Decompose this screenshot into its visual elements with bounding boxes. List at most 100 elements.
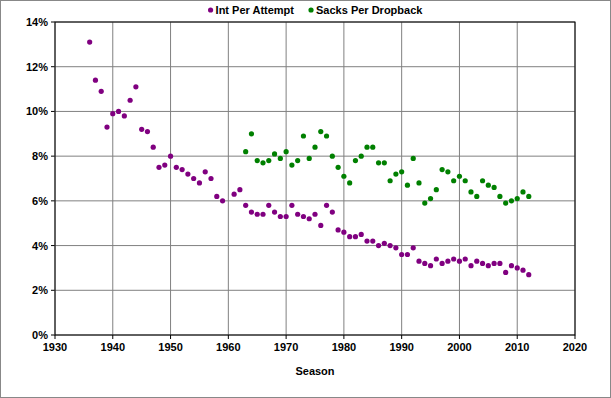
point xyxy=(445,169,450,174)
legend-marker xyxy=(208,7,213,12)
x-tick xyxy=(343,335,344,339)
point xyxy=(422,261,427,266)
x-tick-label: 2000 xyxy=(447,341,471,353)
y-grid-line xyxy=(55,245,575,246)
point xyxy=(451,178,456,183)
point xyxy=(434,256,439,261)
x-tick xyxy=(575,335,576,339)
y-grid-line xyxy=(55,111,575,112)
point xyxy=(364,145,369,150)
y-grid-line xyxy=(55,156,575,157)
point xyxy=(445,259,450,264)
point xyxy=(422,200,427,205)
point xyxy=(463,256,468,261)
y-grid-line xyxy=(55,66,575,67)
x-grid-line xyxy=(112,22,113,335)
point xyxy=(324,203,329,208)
x-tick xyxy=(286,335,287,339)
point xyxy=(399,252,404,257)
x-tick-label: 1930 xyxy=(43,341,67,353)
y-tick xyxy=(51,290,55,291)
x-grid-line xyxy=(170,22,171,335)
y-grid-line xyxy=(55,200,575,201)
point xyxy=(376,243,381,248)
point xyxy=(416,180,421,185)
y-tick-label: 2% xyxy=(32,284,48,296)
point xyxy=(492,261,497,266)
legend-label: Sacks Per Dropback xyxy=(316,4,423,16)
point xyxy=(497,261,502,266)
point xyxy=(249,209,254,214)
point xyxy=(393,245,398,250)
x-tick xyxy=(170,335,171,339)
point xyxy=(87,40,92,45)
y-tick xyxy=(51,111,55,112)
point xyxy=(93,78,98,83)
point xyxy=(243,149,248,154)
x-tick xyxy=(459,335,460,339)
chart-frame xyxy=(1,1,611,398)
point xyxy=(295,158,300,163)
point xyxy=(284,149,289,154)
grid xyxy=(51,22,575,339)
point xyxy=(411,156,416,161)
point xyxy=(301,214,306,219)
marks xyxy=(87,40,531,278)
point xyxy=(411,245,416,250)
point xyxy=(197,180,202,185)
point xyxy=(174,165,179,170)
y-tick-label: 12% xyxy=(26,61,48,73)
point xyxy=(243,203,248,208)
x-tick-label: 2020 xyxy=(563,341,587,353)
point xyxy=(503,200,508,205)
point xyxy=(457,174,462,179)
point xyxy=(139,127,144,132)
point xyxy=(301,133,306,138)
point xyxy=(249,131,254,136)
legend: Int Per AttemptSacks Per Dropback xyxy=(208,4,423,16)
point xyxy=(255,212,260,217)
point xyxy=(520,189,525,194)
point xyxy=(324,133,329,138)
point xyxy=(359,232,364,237)
point xyxy=(405,183,410,188)
x-axis-label: Season xyxy=(295,365,334,377)
chart: 0%2%4%6%8%10%12%14%193019401950196019701… xyxy=(0,0,611,398)
x-grid-line xyxy=(517,22,518,335)
point xyxy=(428,263,433,268)
point xyxy=(312,145,317,150)
x-grid-line xyxy=(228,22,229,335)
point xyxy=(330,154,335,159)
point xyxy=(266,203,271,208)
y-tick-label: 8% xyxy=(32,150,48,162)
point xyxy=(128,98,133,103)
point xyxy=(289,203,294,208)
point xyxy=(307,156,312,161)
y-tick-label: 14% xyxy=(26,16,48,28)
point xyxy=(382,241,387,246)
point xyxy=(480,261,485,266)
point xyxy=(341,230,346,235)
point xyxy=(203,169,208,174)
point xyxy=(278,214,283,219)
point xyxy=(393,171,398,176)
point xyxy=(318,129,323,134)
point xyxy=(272,209,277,214)
y-grid-line xyxy=(55,290,575,291)
point xyxy=(509,198,514,203)
point xyxy=(468,263,473,268)
x-tick xyxy=(401,335,402,339)
point xyxy=(110,111,115,116)
point xyxy=(295,212,300,217)
point xyxy=(440,167,445,172)
point xyxy=(214,194,219,199)
point xyxy=(440,261,445,266)
point xyxy=(428,196,433,201)
legend-marker xyxy=(308,7,313,12)
point xyxy=(416,259,421,264)
point xyxy=(359,154,364,159)
y-tick xyxy=(51,66,55,67)
point xyxy=(376,160,381,165)
point xyxy=(145,129,150,134)
point xyxy=(289,162,294,167)
